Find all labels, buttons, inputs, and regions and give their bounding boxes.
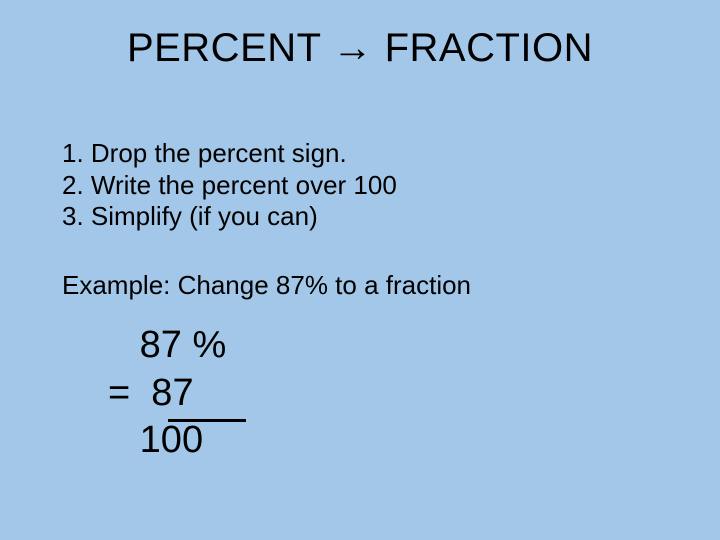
- steps-list: 1. Drop the percent sign. 2. Write the p…: [62, 138, 397, 233]
- step-2: 2. Write the percent over 100: [62, 170, 397, 202]
- example-prompt: Example: Change 87% to a fraction: [62, 270, 471, 301]
- slide-title: PERCENT → FRACTION: [0, 26, 720, 71]
- work-line-3: 100: [108, 417, 226, 465]
- title-left: PERCENT: [127, 26, 321, 70]
- work-line-2: = 87: [108, 370, 226, 418]
- step-1: 1. Drop the percent sign.: [62, 138, 397, 170]
- work-line-1: 87 %: [108, 322, 226, 370]
- title-right: FRACTION: [385, 26, 593, 70]
- title-arrow-icon: →: [332, 26, 373, 70]
- worked-example: 87 % = 87 100: [108, 322, 226, 465]
- step-3: 3. Simplify (if you can): [62, 201, 397, 233]
- fraction-bar: [168, 419, 246, 422]
